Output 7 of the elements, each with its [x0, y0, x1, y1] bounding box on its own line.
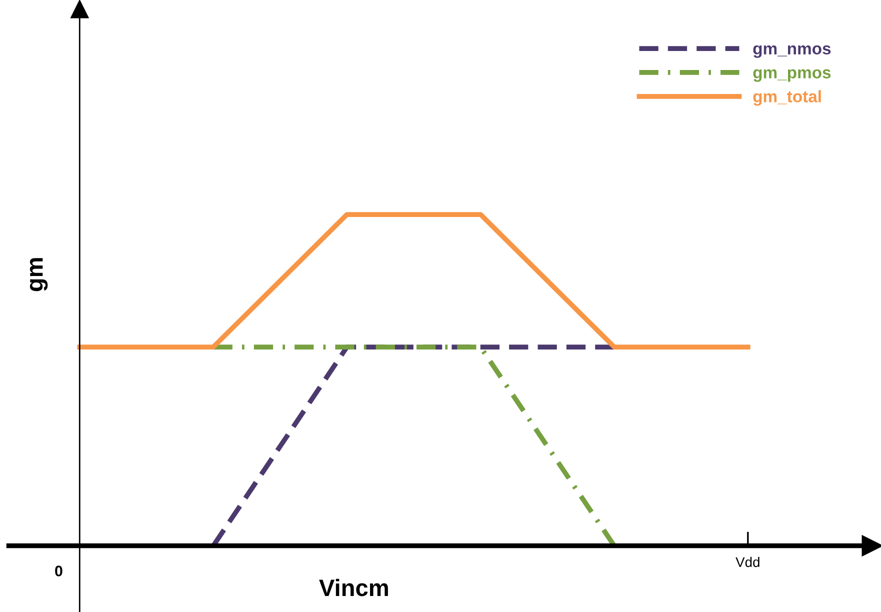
x-tick-label: Vdd — [736, 556, 760, 568]
text: gm_nmos — [753, 45, 831, 58]
text: gm_pmos — [753, 69, 831, 82]
x-axis-title: Vincm — [319, 578, 388, 596]
x-tick-label: 0 — [55, 566, 62, 576]
y-axis-title: gm — [30, 258, 48, 292]
text: gm_total — [753, 90, 821, 106]
